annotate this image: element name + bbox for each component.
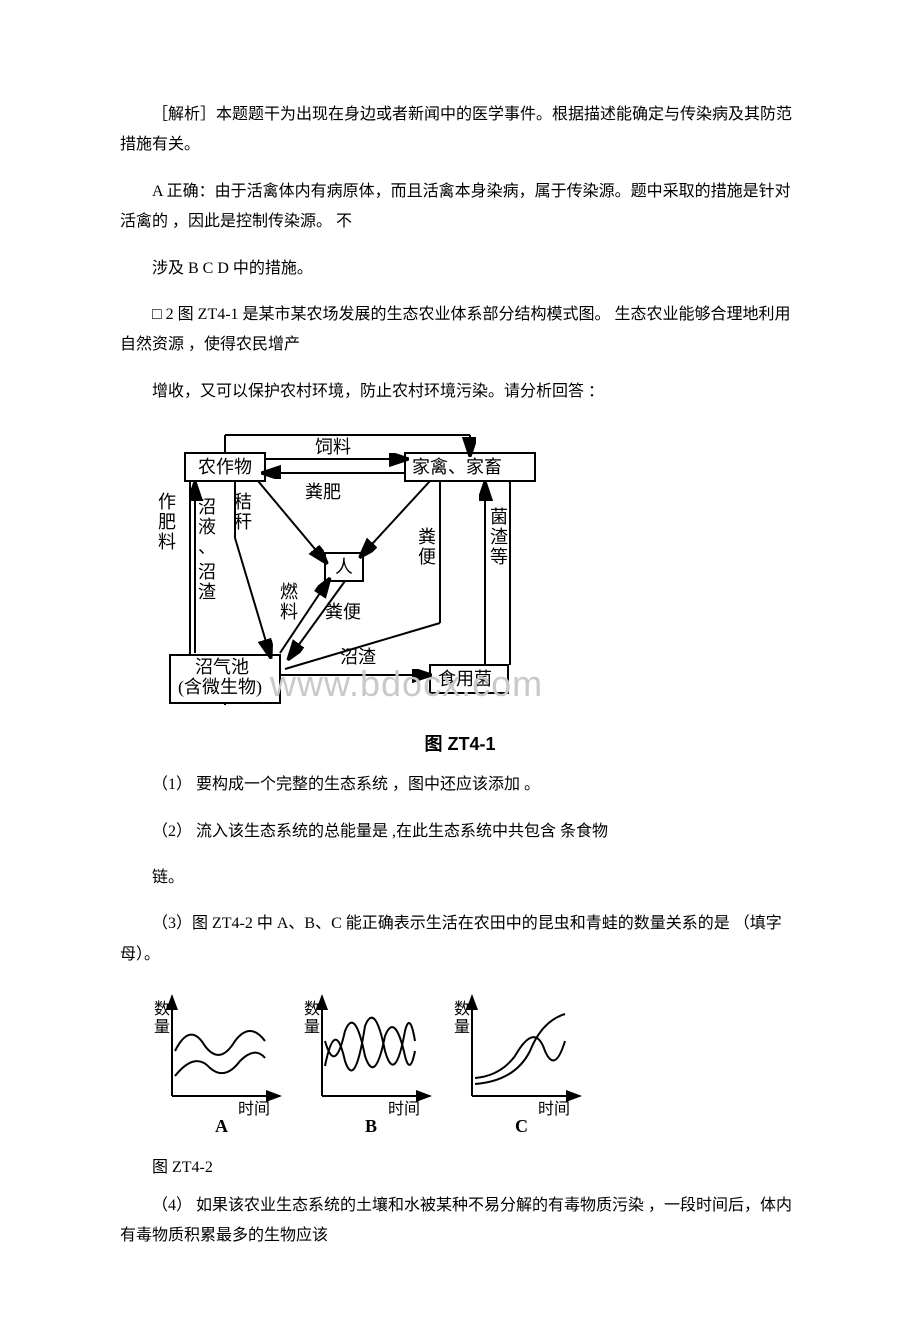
label-fuel1: 燃 <box>280 582 298 602</box>
label-feed: 饲料 <box>315 437 351 457</box>
label-fert3: 料 <box>158 532 176 552</box>
label-fert2: 肥 <box>158 512 176 532</box>
chart-a-label: A <box>215 1116 228 1136</box>
figure-1-caption: 图 ZT4-1 <box>120 730 800 756</box>
label-exc2b: 便 <box>418 547 436 567</box>
analysis-paragraph-3: 涉及 B C D 中的措施。 <box>120 254 800 284</box>
chart-c-ylabel-1: 数 <box>454 1000 470 1018</box>
analysis-paragraph-2: A 正确：由于活禽体内有病原体，而且活禽本身染病，属于传染源。题中采取的措施是针… <box>120 177 800 238</box>
label-res1: 菌 <box>490 507 508 527</box>
label-liq2: 液 <box>198 517 216 537</box>
question-2-intro-1: □ 2 图 ZT4-1 是某市某农场发展的生态农业体系部分结构模式图。 生态农业… <box>120 300 800 361</box>
chart-b-ylabel-2: 量 <box>304 1019 320 1036</box>
question-2-intro-2: 增收，又可以保护农村环境，防止农村环境污染。请分析回答 ： <box>120 377 800 407</box>
chart-c-ylabel-2: 量 <box>454 1019 470 1036</box>
chart-a-ylabel-2: 量 <box>154 1019 170 1036</box>
question-2b: 链。 <box>120 863 800 893</box>
chart-a-ylabel-1: 数 <box>154 1000 170 1018</box>
label-res3: 等 <box>490 547 508 567</box>
label-exc: 粪便 <box>325 602 361 622</box>
label-liq4: 沼 <box>198 562 216 582</box>
label-slag: 沼渣 <box>340 647 376 667</box>
node-human: 人 <box>335 557 353 577</box>
chart-c-label: C <box>515 1116 528 1136</box>
node-biogas-1: 沼气池 <box>195 657 249 677</box>
label-liq5: 渣 <box>198 582 216 602</box>
label-fuel2: 料 <box>280 602 298 622</box>
label-liq3: 、 <box>198 537 216 557</box>
question-3: （3）图 ZT4-2 中 A、B、C 能正确表示生活在农田中的昆虫和青蛙的数量关… <box>120 909 800 970</box>
label-straw2: 秆 <box>234 512 252 532</box>
analysis-paragraph-1: ［解析］本题题干为出现在身边或者新闻中的医学事件。根据描述能确定与传染病及其防范… <box>120 100 800 161</box>
label-fert1: 作 <box>158 492 176 512</box>
figure-zt4-1: 农作物 家禽、家畜 人 沼气池 (含微生物) 食用菌 饲料 粪肥 作 肥 料 沼… <box>140 423 800 718</box>
question-2a: （2） 流入该生态系统的总能量是 ,在此生态系统中共包含 条食物 <box>120 817 800 847</box>
node-biogas-2: (含微生物) <box>178 677 262 698</box>
question-1: （1） 要构成一个完整的生态系统 ，图中还应该添加 。 <box>120 770 800 800</box>
node-crops: 农作物 <box>198 457 252 477</box>
question-4: （4） 如果该农业生态系统的土壤和水被某种不易分解的有毒物质污染 ，一段时间后，… <box>120 1191 800 1252</box>
label-exc2a: 粪 <box>418 527 436 547</box>
label-res2: 渣 <box>490 527 508 547</box>
node-poultry: 家禽、家畜 <box>412 457 502 477</box>
chart-b-label: B <box>365 1116 377 1136</box>
label-manure: 粪肥 <box>305 482 341 502</box>
label-liq1: 沼 <box>198 497 216 517</box>
chart-b-ylabel-1: 数 <box>304 1000 320 1018</box>
node-mushroom: 食用菌 <box>438 669 492 689</box>
chart-a-xlabel: 时间 <box>238 1100 270 1118</box>
label-straw1: 秸 <box>234 492 252 512</box>
figure-2-caption: 图 ZT4-2 <box>120 1153 800 1177</box>
chart-b-xlabel: 时间 <box>388 1100 420 1118</box>
figure-zt4-2: 数 量 时间 A 数 量 时间 B 数 量 <box>140 986 800 1141</box>
chart-c-xlabel: 时间 <box>538 1100 570 1118</box>
